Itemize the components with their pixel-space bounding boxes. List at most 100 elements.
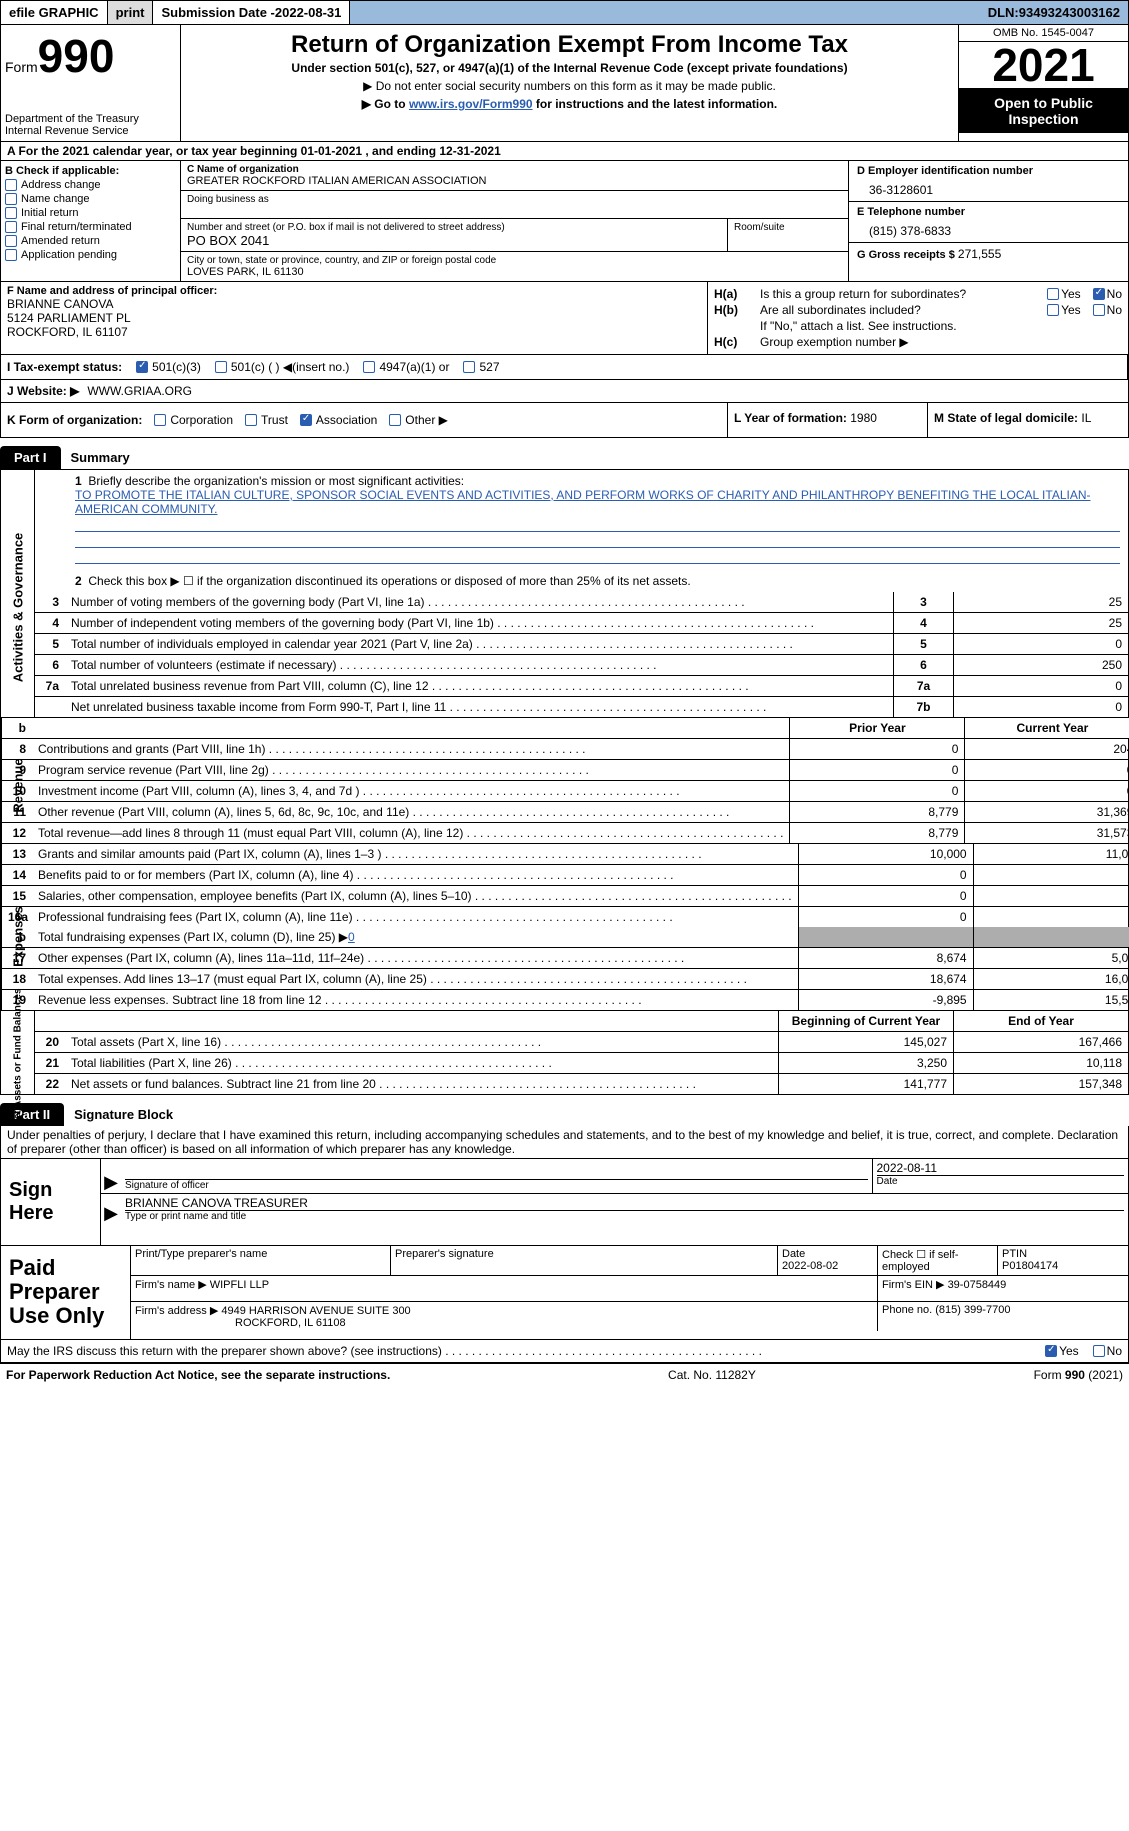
na-header-row: Beginning of Current Year End of Year (35, 1011, 1128, 1032)
chk-address-change[interactable]: Address change (5, 179, 176, 191)
row-ij: I Tax-exempt status: 501(c)(3) 501(c) ( … (0, 355, 1129, 380)
chk-4947[interactable]: 4947(a)(1) or (363, 360, 449, 374)
col-c: C Name of organization GREATER ROCKFORD … (181, 161, 848, 281)
ha-yes[interactable]: Yes (1047, 287, 1081, 301)
room-cell: Room/suite (728, 219, 848, 251)
street-cell: Number and street (or P.O. box if mail i… (181, 219, 728, 251)
chk-corp[interactable]: Corporation (154, 413, 233, 427)
form-label: Form (5, 59, 38, 75)
col-b: B Check if applicable: Address change Na… (1, 161, 181, 281)
officer-addr1: 5124 PARLIAMENT PL (7, 311, 701, 325)
part1-tab: Part I (0, 446, 61, 469)
col-f: F Name and address of principal officer:… (1, 282, 708, 354)
officer-addr2: ROCKFORD, IL 61107 (7, 325, 701, 339)
gross-value: 271,555 (958, 247, 1001, 261)
dba-cell: Doing business as (181, 191, 848, 219)
summary-line: 10Investment income (Part VIII, column (… (2, 781, 1129, 802)
col-b-label: B Check if applicable: (5, 165, 176, 177)
line-1: 1 Briefly describe the organization's mi… (35, 470, 1128, 570)
row-klm: K Form of organization: Corporation Trus… (0, 403, 1129, 438)
summary-line: 3Number of voting members of the governi… (35, 592, 1128, 613)
part1-header: Part I Summary (0, 446, 1129, 469)
chk-other[interactable]: Other ▶ (389, 413, 448, 427)
dept-label: Department of the Treasury Internal Reve… (5, 113, 176, 137)
header-block: Form990 Department of the Treasury Inter… (0, 25, 1129, 142)
row-i: I Tax-exempt status: 501(c)(3) 501(c) ( … (1, 355, 1128, 379)
summary-revenue: Revenue b Prior Year Current Year 8Contr… (0, 718, 1129, 844)
ha-no[interactable]: No (1093, 287, 1122, 301)
chk-assoc[interactable]: Association (300, 413, 377, 427)
chk-application-pending[interactable]: Application pending (5, 249, 176, 261)
row-j: J Website: ▶ WWW.GRIAA.ORG (0, 380, 1129, 403)
summary-line: 20Total assets (Part X, line 16)145,0271… (35, 1032, 1128, 1053)
summary-line: 18Total expenses. Add lines 13–17 (must … (2, 969, 1129, 990)
firm-ein-cell: Firm's EIN ▶ 39-0758449 (878, 1276, 1128, 1301)
col-d: D Employer identification number 36-3128… (848, 161, 1128, 281)
form-note-1: ▶ Do not enter social security numbers o… (191, 79, 948, 93)
topbar-spacer (350, 1, 979, 24)
summary-line: 5Total number of individuals employed in… (35, 634, 1128, 655)
chk-final-return[interactable]: Final return/terminated (5, 221, 176, 233)
efile-label: efile GRAPHIC (1, 1, 108, 24)
chk-501c3[interactable]: 501(c)(3) (136, 360, 201, 374)
summary-line: 22Net assets or fund balances. Subtract … (35, 1074, 1128, 1094)
chk-501c[interactable]: 501(c) ( ) ◀(insert no.) (215, 360, 350, 374)
chk-527[interactable]: 527 (463, 360, 499, 374)
ptin-cell: PTIN P01804174 (998, 1246, 1128, 1275)
vside-netassets: Net Assets or Fund Balances (1, 1011, 35, 1094)
part1-title: Summary (61, 446, 140, 469)
street-address: PO BOX 2041 (187, 233, 721, 248)
gross-cell: G Gross receipts $ 271,555 (849, 243, 1128, 281)
topbar: efile GRAPHIC print Submission Date - 20… (0, 0, 1129, 25)
prep-check-cell: Check ☐ if self-employed (878, 1246, 998, 1275)
chk-initial-return[interactable]: Initial return (5, 207, 176, 219)
rev-header-row: b Prior Year Current Year (2, 718, 1129, 739)
summary-line: 4Number of independent voting members of… (35, 613, 1128, 634)
irs-link[interactable]: www.irs.gov/Form990 (409, 97, 533, 111)
discuss-row: May the IRS discuss this return with the… (1, 1339, 1128, 1362)
arrow-icon: ▶ (101, 1194, 121, 1224)
org-name-cell: C Name of organization GREATER ROCKFORD … (181, 161, 848, 191)
footer-left: For Paperwork Reduction Act Notice, see … (6, 1368, 390, 1382)
vside-revenue: Revenue (1, 718, 2, 843)
discuss-no[interactable]: No (1093, 1344, 1122, 1358)
website-value: WWW.GRIAA.ORG (87, 384, 192, 398)
summary-line: 19Revenue less expenses. Subtract line 1… (2, 990, 1129, 1010)
tel-value: (815) 378-6833 (857, 218, 1120, 238)
city-state-zip: LOVES PARK, IL 61130 (187, 266, 842, 278)
signature-block: Under penalties of perjury, I declare th… (0, 1126, 1129, 1363)
firm-addr-cell: Firm's address ▶ 4949 HARRISON AVENUE SU… (131, 1302, 878, 1331)
vside-expenses: Expenses (1, 844, 2, 1010)
discuss-yes[interactable]: Yes (1045, 1344, 1079, 1358)
row-k: K Form of organization: Corporation Trus… (1, 403, 728, 437)
chk-amended-return[interactable]: Amended return (5, 235, 176, 247)
summary-line: 8Contributions and grants (Part VIII, li… (2, 739, 1129, 760)
firm-phone-cell: Phone no. (815) 399-7700 (878, 1302, 1128, 1331)
summary-line: Net unrelated business taxable income fr… (35, 697, 1128, 717)
summary-expenses: Expenses 13Grants and similar amounts pa… (0, 844, 1129, 1011)
dln: DLN: 93493243003162 (980, 1, 1128, 24)
summary-line: 21Total liabilities (Part X, line 26)3,2… (35, 1053, 1128, 1074)
summary-line: 6Total number of volunteers (estimate if… (35, 655, 1128, 676)
part2-title: Signature Block (64, 1103, 183, 1126)
hb-yes[interactable]: Yes (1047, 303, 1081, 317)
org-name: GREATER ROCKFORD ITALIAN AMERICAN ASSOCI… (187, 175, 842, 187)
prep-name-cell: Print/Type preparer's name (131, 1246, 391, 1275)
print-button[interactable]: print (108, 1, 154, 24)
header-mid: Return of Organization Exempt From Incom… (181, 25, 958, 141)
form-subtitle: Under section 501(c), 527, or 4947(a)(1)… (191, 61, 948, 75)
summary-line: 14Benefits paid to or for members (Part … (2, 865, 1129, 886)
city-cell: City or town, state or province, country… (181, 252, 848, 281)
tax-year: 2021 (959, 42, 1128, 89)
summary-netassets: Net Assets or Fund Balances Beginning of… (0, 1011, 1129, 1095)
chk-name-change[interactable]: Name change (5, 193, 176, 205)
summary-section: Activities & Governance 1 Briefly descri… (0, 469, 1129, 718)
paid-preparer-grid: Paid Preparer Use Only Print/Type prepar… (1, 1245, 1128, 1339)
open-inspection: Open to Public Inspection (959, 89, 1128, 133)
summary-line: 12Total revenue—add lines 8 through 11 (… (2, 823, 1129, 843)
hb-no[interactable]: No (1093, 303, 1122, 317)
arrow-icon: ▶ (101, 1159, 121, 1193)
grid-bcd: B Check if applicable: Address change Na… (0, 161, 1129, 282)
chk-trust[interactable]: Trust (245, 413, 288, 427)
mission-text: TO PROMOTE THE ITALIAN CULTURE, SPONSOR … (75, 488, 1091, 516)
